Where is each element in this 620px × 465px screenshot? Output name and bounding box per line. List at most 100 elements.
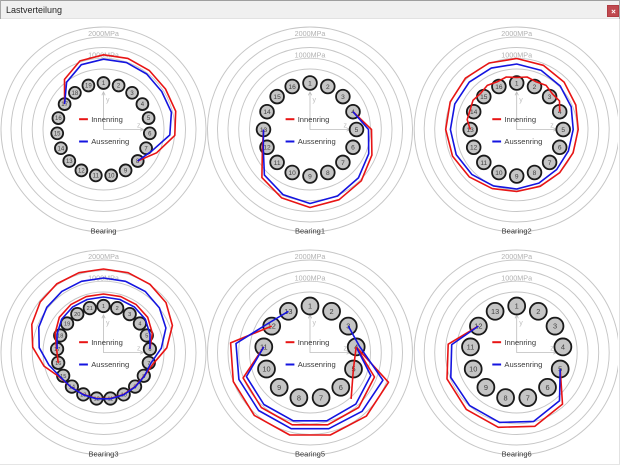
svg-text:y: y (106, 320, 110, 327)
svg-text:15: 15 (273, 94, 281, 101)
svg-text:Bearing1: Bearing1 (295, 227, 325, 236)
svg-text:18: 18 (57, 334, 63, 340)
svg-text:5: 5 (561, 127, 565, 134)
svg-text:4: 4 (558, 109, 562, 116)
svg-text:6: 6 (545, 383, 549, 392)
svg-text:14: 14 (58, 146, 65, 152)
svg-text:17: 17 (61, 102, 68, 108)
svg-text:2000MPa: 2000MPa (501, 252, 532, 261)
svg-text:5: 5 (355, 127, 359, 134)
svg-text:2000MPa: 2000MPa (88, 29, 119, 38)
svg-text:3: 3 (548, 94, 552, 101)
svg-text:8: 8 (297, 393, 301, 402)
svg-text:Innenring: Innenring (504, 115, 536, 124)
svg-text:y: y (519, 97, 523, 104)
svg-text:1: 1 (102, 81, 106, 87)
svg-text:12: 12 (78, 169, 85, 175)
svg-text:4: 4 (561, 343, 565, 352)
svg-text:Bearing6: Bearing6 (502, 450, 532, 459)
svg-text:8: 8 (504, 393, 508, 402)
svg-text:8: 8 (533, 170, 537, 177)
svg-text:y: y (313, 97, 317, 104)
svg-text:1: 1 (308, 80, 312, 87)
svg-text:7: 7 (341, 160, 345, 167)
svg-text:9: 9 (277, 383, 281, 392)
svg-text:z: z (344, 123, 348, 130)
svg-text:Bearing5: Bearing5 (295, 450, 325, 459)
svg-text:2: 2 (117, 84, 121, 90)
svg-text:1000MPa: 1000MPa (295, 50, 326, 59)
svg-text:z: z (137, 123, 141, 130)
svg-text:7: 7 (526, 393, 530, 402)
svg-text:2: 2 (536, 307, 540, 316)
svg-text:Bearing3: Bearing3 (88, 450, 118, 459)
svg-text:15: 15 (54, 132, 61, 138)
svg-text:1000MPa: 1000MPa (501, 273, 532, 282)
svg-text:7: 7 (319, 393, 323, 402)
svg-text:18: 18 (72, 91, 79, 97)
svg-text:3: 3 (130, 91, 134, 97)
svg-text:11: 11 (480, 160, 487, 167)
svg-text:Bearing: Bearing (91, 227, 117, 236)
svg-text:1000MPa: 1000MPa (501, 50, 532, 59)
svg-text:Aussenring: Aussenring (504, 360, 542, 369)
svg-text:Innenring: Innenring (504, 338, 536, 347)
svg-text:z: z (344, 346, 348, 353)
svg-text:z: z (137, 346, 141, 353)
svg-text:16: 16 (55, 116, 62, 122)
svg-text:6: 6 (339, 383, 343, 392)
svg-text:11: 11 (274, 160, 281, 167)
svg-text:10: 10 (495, 170, 503, 177)
svg-text:2000MPa: 2000MPa (295, 252, 326, 261)
svg-text:5: 5 (147, 116, 151, 122)
svg-text:6: 6 (148, 132, 152, 138)
svg-text:2: 2 (326, 84, 330, 91)
svg-text:1: 1 (515, 302, 519, 311)
svg-text:3: 3 (128, 312, 131, 318)
svg-text:1: 1 (102, 304, 105, 310)
svg-text:y: y (106, 97, 110, 104)
svg-text:20: 20 (74, 312, 80, 318)
svg-text:9: 9 (124, 169, 128, 175)
svg-text:10: 10 (108, 174, 115, 180)
svg-text:10: 10 (289, 170, 297, 177)
svg-text:Innenring: Innenring (298, 338, 330, 347)
svg-text:Aussenring: Aussenring (91, 137, 129, 146)
svg-text:13: 13 (491, 307, 499, 316)
svg-text:y: y (519, 320, 523, 327)
svg-text:15: 15 (480, 94, 488, 101)
svg-text:4: 4 (141, 102, 145, 108)
svg-text:7: 7 (144, 146, 148, 152)
svg-text:1: 1 (308, 302, 312, 311)
svg-text:9: 9 (308, 173, 312, 180)
svg-text:Innenring: Innenring (91, 115, 123, 124)
svg-text:z: z (550, 346, 554, 353)
svg-text:13: 13 (467, 127, 475, 134)
svg-text:16: 16 (289, 84, 297, 91)
svg-text:8: 8 (326, 170, 330, 177)
svg-text:16: 16 (55, 361, 61, 367)
svg-text:6: 6 (148, 347, 151, 353)
svg-text:5: 5 (145, 334, 148, 340)
svg-text:9: 9 (484, 383, 488, 392)
svg-text:6: 6 (351, 145, 355, 152)
svg-text:8: 8 (136, 159, 140, 165)
svg-text:4: 4 (138, 322, 141, 328)
svg-text:Aussenring: Aussenring (298, 137, 336, 146)
svg-text:11: 11 (93, 174, 100, 180)
svg-text:12: 12 (470, 145, 478, 152)
svg-text:3: 3 (341, 94, 345, 101)
svg-text:1: 1 (515, 80, 519, 87)
svg-text:2000MPa: 2000MPa (295, 29, 326, 38)
svg-text:21: 21 (87, 306, 93, 312)
svg-text:9: 9 (515, 173, 519, 180)
svg-text:y: y (313, 320, 317, 327)
svg-text:10: 10 (469, 365, 477, 374)
svg-text:Innenring: Innenring (298, 115, 330, 124)
svg-text:7: 7 (548, 160, 552, 167)
svg-text:2: 2 (116, 306, 119, 312)
svg-text:19: 19 (64, 322, 70, 328)
svg-text:2: 2 (533, 84, 537, 91)
svg-text:2000MPa: 2000MPa (501, 29, 532, 38)
svg-text:14: 14 (263, 109, 271, 116)
